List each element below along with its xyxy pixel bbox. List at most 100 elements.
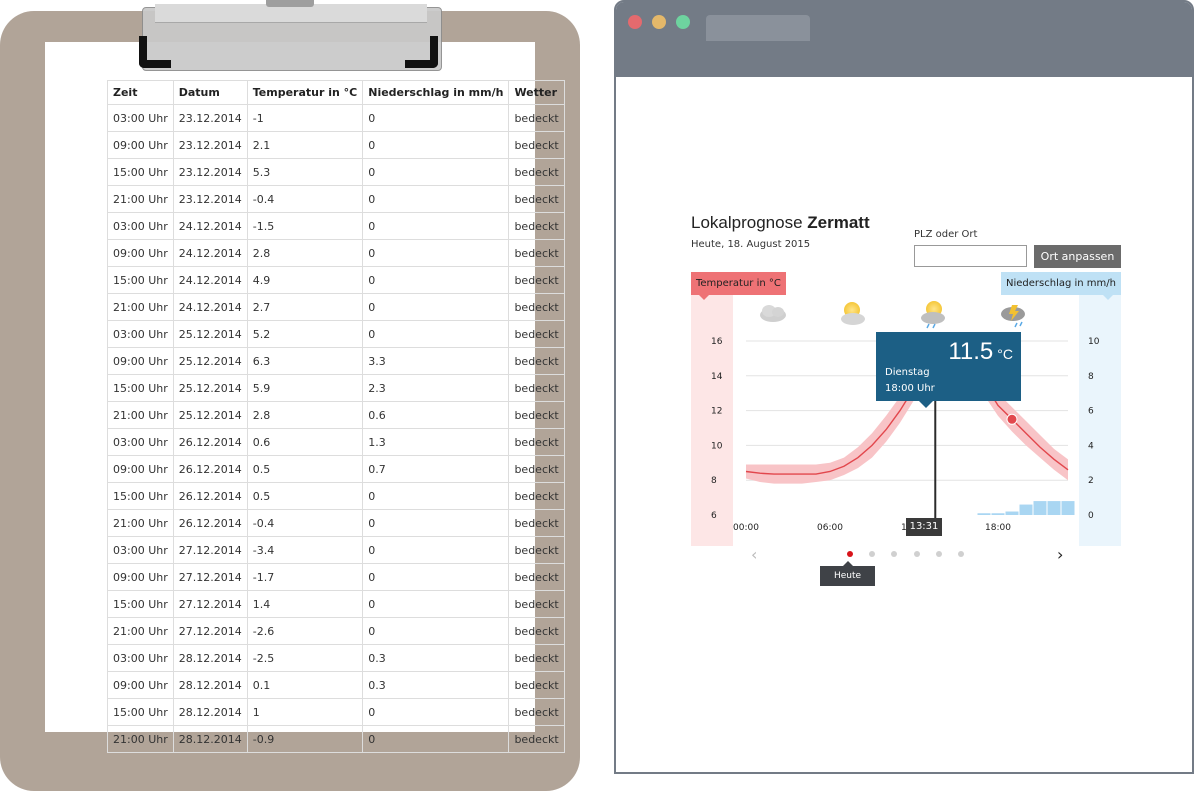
table-row: 03:00 Uhr 26.12.2014 0.6 1.3 bedeckt xyxy=(107,428,565,456)
y-left-tick: 16 xyxy=(711,337,723,347)
cell-temperatur: 6.3 xyxy=(246,347,364,375)
pager-dot-2[interactable] xyxy=(869,551,875,557)
y-right-tick: 4 xyxy=(1088,441,1094,451)
cell-niederschlag: 0 xyxy=(362,158,510,186)
cell-zeit: 09:00 Uhr xyxy=(107,239,174,267)
precipitation-bar xyxy=(1005,511,1019,515)
cell-zeit: 03:00 Uhr xyxy=(107,104,174,132)
cell-datum: 25.12.2014 xyxy=(172,347,248,375)
cell-temperatur: -1 xyxy=(246,104,364,132)
cell-temperatur: 5.2 xyxy=(246,320,364,348)
cell-zeit: 03:00 Uhr xyxy=(107,428,174,456)
cell-niederschlag: 0 xyxy=(362,266,510,294)
widget-title: Lokalprognose Zermatt xyxy=(691,213,870,233)
cell-zeit: 21:00 Uhr xyxy=(107,725,174,753)
cell-wetter: bedeckt xyxy=(508,725,565,753)
cell-wetter: bedeckt xyxy=(508,239,565,267)
cell-zeit: 21:00 Uhr xyxy=(107,185,174,213)
temperature-label: Temperatur in °C xyxy=(691,272,786,300)
cell-datum: 27.12.2014 xyxy=(172,590,248,618)
table-row: 15:00 Uhr 25.12.2014 5.9 2.3 bedeckt xyxy=(107,374,565,402)
cell-datum: 27.12.2014 xyxy=(172,617,248,645)
cell-zeit: 15:00 Uhr xyxy=(107,482,174,510)
cell-temperatur: -0.9 xyxy=(246,725,364,753)
cell-zeit: 15:00 Uhr xyxy=(107,158,174,186)
table-row: 15:00 Uhr 24.12.2014 4.9 0 bedeckt xyxy=(107,266,565,294)
ort-anpassen-button[interactable]: Ort anpassen xyxy=(1034,245,1121,268)
pager-dot-3[interactable] xyxy=(891,551,897,557)
cell-temperatur: 2.8 xyxy=(246,239,364,267)
table-row: 15:00 Uhr 23.12.2014 5.3 0 bedeckt xyxy=(107,158,565,186)
cell-datum: 24.12.2014 xyxy=(172,293,248,321)
clip-corner-left xyxy=(139,36,171,68)
cell-wetter: bedeckt xyxy=(508,131,565,159)
cell-niederschlag: 2.3 xyxy=(362,374,510,402)
title-prefix: Lokalprognose xyxy=(691,213,808,232)
y-left-tick: 8 xyxy=(711,476,717,486)
y-left-tick: 12 xyxy=(711,407,722,417)
cell-datum: 24.12.2014 xyxy=(172,212,248,240)
cell-niederschlag: 0 xyxy=(362,482,510,510)
cell-wetter: bedeckt xyxy=(508,401,565,429)
chevron-right-icon[interactable]: › xyxy=(1057,545,1064,564)
cell-temperatur: 1 xyxy=(246,698,364,726)
table-body: 03:00 Uhr 23.12.2014 -1 0 bedeckt 09:00 Uhr 23… xyxy=(107,104,565,753)
cell-wetter: bedeckt xyxy=(508,158,565,186)
cell-datum: 26.12.2014 xyxy=(172,428,248,456)
cell-datum: 25.12.2014 xyxy=(172,401,248,429)
cell-zeit: 15:00 Uhr xyxy=(107,374,174,402)
cell-wetter: bedeckt xyxy=(508,212,565,240)
highlight-point[interactable] xyxy=(1006,413,1018,425)
pager-dot-1[interactable] xyxy=(847,551,853,557)
plz-input[interactable] xyxy=(914,245,1027,267)
cell-niederschlag: 0 xyxy=(362,320,510,348)
table-row: 09:00 Uhr 24.12.2014 2.8 0 bedeckt xyxy=(107,239,565,267)
clip-bar xyxy=(155,4,427,23)
paper-sheet: Zeit Datum Temperatur in °C Niederschlag… xyxy=(45,42,565,753)
cell-datum: 23.12.2014 xyxy=(172,185,248,213)
cell-wetter: bedeckt xyxy=(508,590,565,618)
cell-zeit: 03:00 Uhr xyxy=(107,320,174,348)
minimize-window-dot[interactable] xyxy=(652,15,666,29)
cell-niederschlag: 0 xyxy=(362,212,510,240)
cell-temperatur: -0.4 xyxy=(246,509,364,537)
y-left-tick: 6 xyxy=(711,511,717,521)
close-window-dot[interactable] xyxy=(628,15,642,29)
cell-zeit: 15:00 Uhr xyxy=(107,590,174,618)
pager-dot-6[interactable] xyxy=(958,551,964,557)
table-row: 03:00 Uhr 23.12.2014 -1 0 bedeckt xyxy=(107,104,565,132)
table-row: 21:00 Uhr 27.12.2014 -2.6 0 bedeckt xyxy=(107,617,565,645)
browser-titlebar xyxy=(616,2,1192,77)
maximize-window-dot[interactable] xyxy=(676,15,690,29)
cell-temperatur: 5.9 xyxy=(246,374,364,402)
cell-wetter: bedeckt xyxy=(508,698,565,726)
cell-datum: 25.12.2014 xyxy=(172,320,248,348)
cell-niederschlag: 0 xyxy=(362,698,510,726)
y-left-tick: 10 xyxy=(711,441,723,451)
header-wetter: Wetter xyxy=(508,80,565,105)
cell-wetter: bedeckt xyxy=(508,104,565,132)
cell-zeit: 09:00 Uhr xyxy=(107,131,174,159)
plz-label: PLZ oder Ort xyxy=(914,229,978,240)
pager-dot-5[interactable] xyxy=(936,551,942,557)
cell-wetter: bedeckt xyxy=(508,374,565,402)
precipitation-bar xyxy=(1033,501,1047,515)
x-tick: 06:00 xyxy=(817,523,843,533)
cell-niederschlag: 0 xyxy=(362,590,510,618)
sun-cloud-rain-icon xyxy=(921,301,945,329)
browser-window: Lokalprognose Zermatt Heute, 18. August … xyxy=(614,0,1194,774)
cell-datum: 28.12.2014 xyxy=(172,698,248,726)
clip-hook xyxy=(266,0,314,7)
pager-dot-4[interactable] xyxy=(914,551,920,557)
x-tick: 18:00 xyxy=(985,523,1011,533)
cell-zeit: 09:00 Uhr xyxy=(107,347,174,375)
chevron-left-icon[interactable]: ‹ xyxy=(751,545,758,564)
cell-niederschlag: 0.7 xyxy=(362,455,510,483)
browser-tab[interactable] xyxy=(706,15,810,41)
cell-zeit: 21:00 Uhr xyxy=(107,293,174,321)
cell-temperatur: -1.5 xyxy=(246,212,364,240)
cell-temperatur: 0.5 xyxy=(246,455,364,483)
table-row: 21:00 Uhr 24.12.2014 2.7 0 bedeckt xyxy=(107,293,565,321)
cell-temperatur: 0.1 xyxy=(246,671,364,699)
cell-datum: 26.12.2014 xyxy=(172,509,248,537)
